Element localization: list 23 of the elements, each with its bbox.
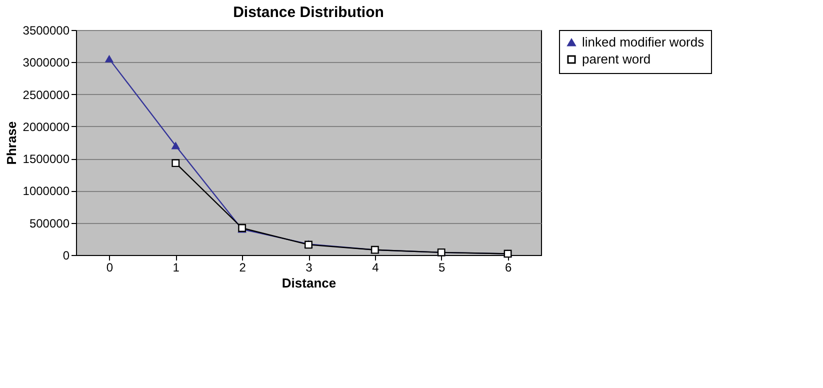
x-tick-label: 2 (239, 260, 246, 274)
y-tick-label: 2000000 (22, 120, 70, 134)
y-tick-label: 1000000 (22, 184, 70, 198)
point (172, 159, 180, 168)
y-tick-label: 3000000 (22, 56, 70, 70)
y-tick-label: 0 (62, 248, 70, 262)
y-tick-label: 3500000 (22, 24, 70, 38)
y-tick-label: 500000 (29, 216, 70, 230)
chart-title: Distance Distribution (233, 4, 384, 21)
x-tick-label: 4 (372, 260, 380, 274)
point (105, 55, 114, 62)
legend-label: linked modifier words (582, 34, 705, 50)
x-tick-label: 0 (106, 260, 114, 274)
y-tick-label: 1500000 (22, 152, 70, 166)
legend-label: parent word (582, 52, 651, 66)
x-tick-label: 1 (172, 260, 180, 274)
point (172, 142, 180, 150)
y-axis-title: Phrase (4, 121, 19, 165)
x-tick-label: 3 (306, 260, 313, 274)
x-tick-label: 6 (504, 260, 512, 274)
x-tick-label: 5 (438, 260, 446, 274)
x-axis-title: Distance (282, 276, 336, 290)
y-tick-label: 2500000 (22, 88, 70, 102)
